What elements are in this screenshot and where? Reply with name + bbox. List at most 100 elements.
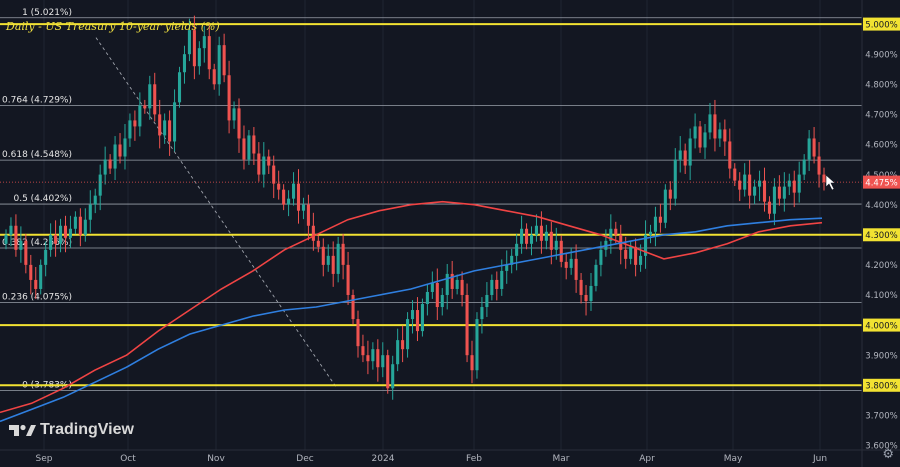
x-tick-label: Jun bbox=[812, 454, 827, 464]
candle-body bbox=[440, 294, 444, 308]
candle-body bbox=[267, 156, 271, 166]
candle-body bbox=[420, 304, 424, 332]
candle-body bbox=[490, 279, 494, 295]
candle-body bbox=[346, 264, 350, 295]
candle-body bbox=[772, 186, 776, 214]
candle-body bbox=[88, 204, 92, 220]
fib-level-label: 0.764 (4.729%) bbox=[2, 96, 72, 106]
candle-body bbox=[515, 243, 519, 256]
candle-body bbox=[197, 48, 201, 67]
tradingview-logo-icon bbox=[9, 424, 36, 436]
candle-body bbox=[782, 186, 786, 199]
candle-body bbox=[753, 186, 757, 196]
candle-body bbox=[29, 264, 33, 280]
y-tick-label: 4.600% bbox=[865, 141, 897, 151]
candle-body bbox=[529, 234, 534, 244]
candle-body bbox=[584, 294, 588, 302]
candle-body bbox=[287, 198, 291, 205]
fib-level-label: 1 (5.021%) bbox=[22, 8, 72, 18]
candle-body bbox=[758, 180, 762, 187]
y-tick-label: 4.200% bbox=[865, 261, 897, 271]
candle-body bbox=[341, 243, 345, 265]
candle-body bbox=[73, 216, 77, 229]
candle-body bbox=[624, 249, 628, 259]
candle-body bbox=[68, 228, 72, 238]
candle-body bbox=[123, 138, 127, 157]
candle-body bbox=[19, 240, 23, 250]
candle-body bbox=[569, 258, 573, 268]
candle-body bbox=[787, 180, 791, 187]
candle-body bbox=[658, 216, 662, 223]
candle-body bbox=[822, 174, 826, 183]
candle-body bbox=[182, 54, 187, 73]
candle-body bbox=[450, 273, 454, 289]
fib-level-label: 0.5 (4.402%) bbox=[13, 194, 72, 204]
candle-body bbox=[435, 282, 439, 308]
candle-body bbox=[306, 204, 310, 226]
candle-body bbox=[158, 114, 162, 136]
candle-body bbox=[510, 255, 514, 265]
candle-body bbox=[222, 45, 226, 76]
candle-body bbox=[138, 105, 142, 127]
candle-body bbox=[713, 114, 717, 139]
candle-body bbox=[460, 279, 464, 295]
candle-body bbox=[698, 126, 702, 148]
x-tick-label: Nov bbox=[207, 454, 225, 464]
gear-icon[interactable]: ⚙ bbox=[882, 447, 894, 462]
x-tick-label: Dec bbox=[296, 454, 313, 464]
candle-body bbox=[480, 307, 484, 320]
candle-body bbox=[614, 228, 618, 235]
candle-body bbox=[589, 285, 593, 302]
candle-body bbox=[49, 234, 53, 250]
candle-body bbox=[693, 126, 697, 139]
candle-body bbox=[118, 144, 122, 157]
candle-body bbox=[331, 255, 335, 274]
candle-body bbox=[410, 310, 415, 320]
candle-body bbox=[207, 36, 211, 70]
candle-body bbox=[376, 349, 380, 368]
candle-body bbox=[663, 189, 667, 223]
candle-body bbox=[629, 246, 633, 259]
candle-body bbox=[544, 231, 548, 241]
candle-body bbox=[733, 168, 737, 181]
candle-body bbox=[401, 340, 405, 350]
candle-body bbox=[277, 183, 281, 190]
candle-body bbox=[539, 225, 543, 241]
candle-body bbox=[168, 120, 172, 142]
candle-body bbox=[683, 150, 687, 166]
candle-body bbox=[386, 355, 390, 389]
candle-body bbox=[351, 294, 355, 320]
x-tick-label: Feb bbox=[466, 454, 482, 464]
candle-body bbox=[406, 319, 410, 350]
candle-body bbox=[321, 246, 325, 265]
candle-body bbox=[520, 228, 524, 244]
candle-body bbox=[475, 319, 479, 371]
candle-body bbox=[574, 258, 578, 280]
brand-name: TradingView bbox=[40, 421, 134, 438]
candle-body bbox=[668, 189, 672, 199]
x-tick-label: Mar bbox=[553, 454, 570, 464]
candle-body bbox=[163, 120, 167, 136]
candle-body bbox=[108, 159, 112, 169]
candle-body bbox=[336, 243, 340, 274]
candle-body bbox=[703, 132, 707, 148]
candle-body bbox=[465, 294, 469, 356]
y-tick-label: 4.700% bbox=[865, 111, 897, 121]
x-tick-label: May bbox=[724, 454, 743, 464]
candle-body bbox=[257, 153, 261, 175]
fib-level-label: 0.382 (4.256%) bbox=[2, 238, 72, 248]
candle-body bbox=[812, 138, 816, 157]
candle-body bbox=[34, 279, 38, 289]
cursor-arrow-icon bbox=[825, 174, 836, 191]
candle-body bbox=[425, 291, 429, 305]
candle-body bbox=[177, 72, 182, 103]
candle-body bbox=[762, 180, 767, 202]
candle-body bbox=[326, 255, 330, 265]
candle-body bbox=[361, 346, 365, 356]
candle-body bbox=[39, 264, 43, 289]
candle-body bbox=[792, 180, 796, 193]
candle-body bbox=[54, 234, 58, 244]
candle-body bbox=[564, 261, 568, 268]
candle-body bbox=[282, 189, 286, 205]
